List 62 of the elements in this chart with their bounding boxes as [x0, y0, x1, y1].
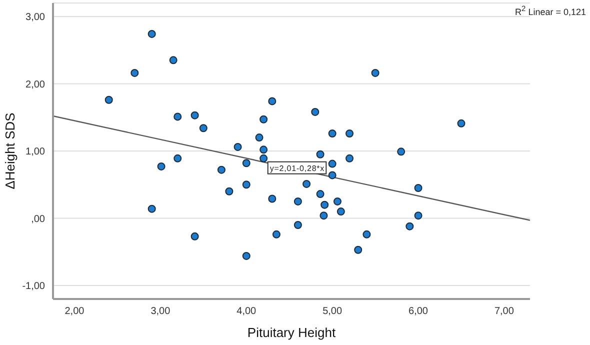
point [406, 222, 414, 230]
point [148, 204, 156, 213]
y-tick-label: 1,00 [26, 146, 46, 158]
point [328, 171, 336, 180]
point [328, 130, 336, 138]
annotation: y=2,01-0,28*x [270, 164, 324, 173]
point [294, 197, 302, 206]
point [242, 180, 250, 189]
point [130, 68, 139, 77]
point [457, 119, 466, 128]
point [272, 230, 280, 238]
point [268, 194, 276, 203]
point [242, 252, 250, 260]
point [302, 180, 311, 188]
point [316, 190, 324, 198]
annotation: R$^{2}$ Linear = 0,121 [515, 4, 586, 17]
point [225, 187, 234, 196]
x-tick-label: 6,00 [408, 306, 428, 318]
point [174, 112, 182, 121]
point [354, 246, 362, 254]
x-tick-label: 7,00 [494, 306, 514, 318]
point [260, 146, 268, 154]
point [311, 108, 320, 116]
x-axis-title: Pituitary Height [247, 325, 336, 340]
y-tick-label: -1,00 [22, 281, 46, 292]
point [260, 154, 268, 162]
x-tick-label: 3,00 [150, 306, 171, 318]
point [174, 154, 182, 162]
point [294, 221, 302, 229]
point [320, 212, 328, 220]
point [260, 115, 268, 124]
x-tick-label: 5,00 [322, 306, 342, 318]
point [397, 148, 406, 156]
point [336, 208, 345, 216]
point [328, 160, 336, 168]
point [190, 232, 199, 240]
point [333, 197, 342, 206]
point [234, 142, 242, 151]
y-tick-label: ,00 [31, 214, 46, 225]
y-tick-label: 3,00 [26, 12, 46, 24]
point [371, 68, 380, 77]
y-axis-title: ΔHeight SDS [2, 112, 18, 190]
point [104, 96, 113, 104]
point [148, 30, 156, 38]
point [255, 134, 264, 142]
point [346, 154, 354, 162]
point [320, 200, 329, 209]
point [346, 130, 354, 138]
point [217, 166, 226, 174]
point [414, 184, 422, 192]
point [316, 150, 324, 158]
point [414, 212, 422, 220]
x-tick-label: 4,00 [236, 306, 257, 318]
x-tick-label: 2,00 [64, 306, 85, 318]
point [199, 124, 208, 132]
point [268, 97, 276, 106]
point [157, 162, 166, 170]
point [190, 111, 199, 120]
y-tick-label: 2,00 [26, 79, 46, 90]
point [362, 230, 371, 238]
point [169, 56, 178, 64]
point [242, 159, 250, 168]
